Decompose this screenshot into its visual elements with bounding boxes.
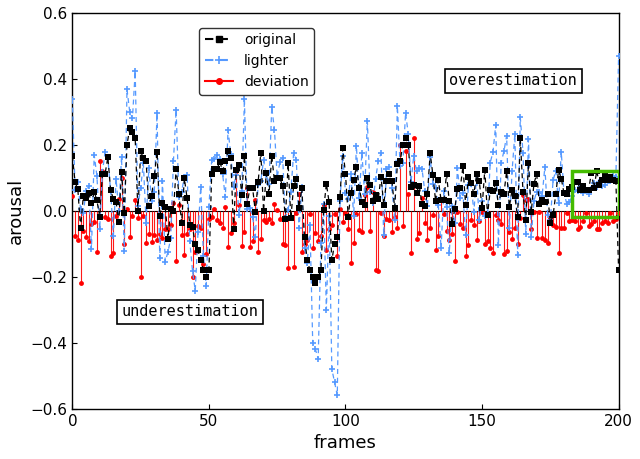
- Y-axis label: arousal: arousal: [7, 178, 25, 244]
- Bar: [572, 171, 619, 218]
- X-axis label: frames: frames: [314, 434, 377, 452]
- Legend: original, lighter, deviation: original, lighter, deviation: [200, 28, 314, 95]
- Text: overestimation: overestimation: [449, 73, 577, 89]
- Text: underestimation: underestimation: [122, 304, 259, 319]
